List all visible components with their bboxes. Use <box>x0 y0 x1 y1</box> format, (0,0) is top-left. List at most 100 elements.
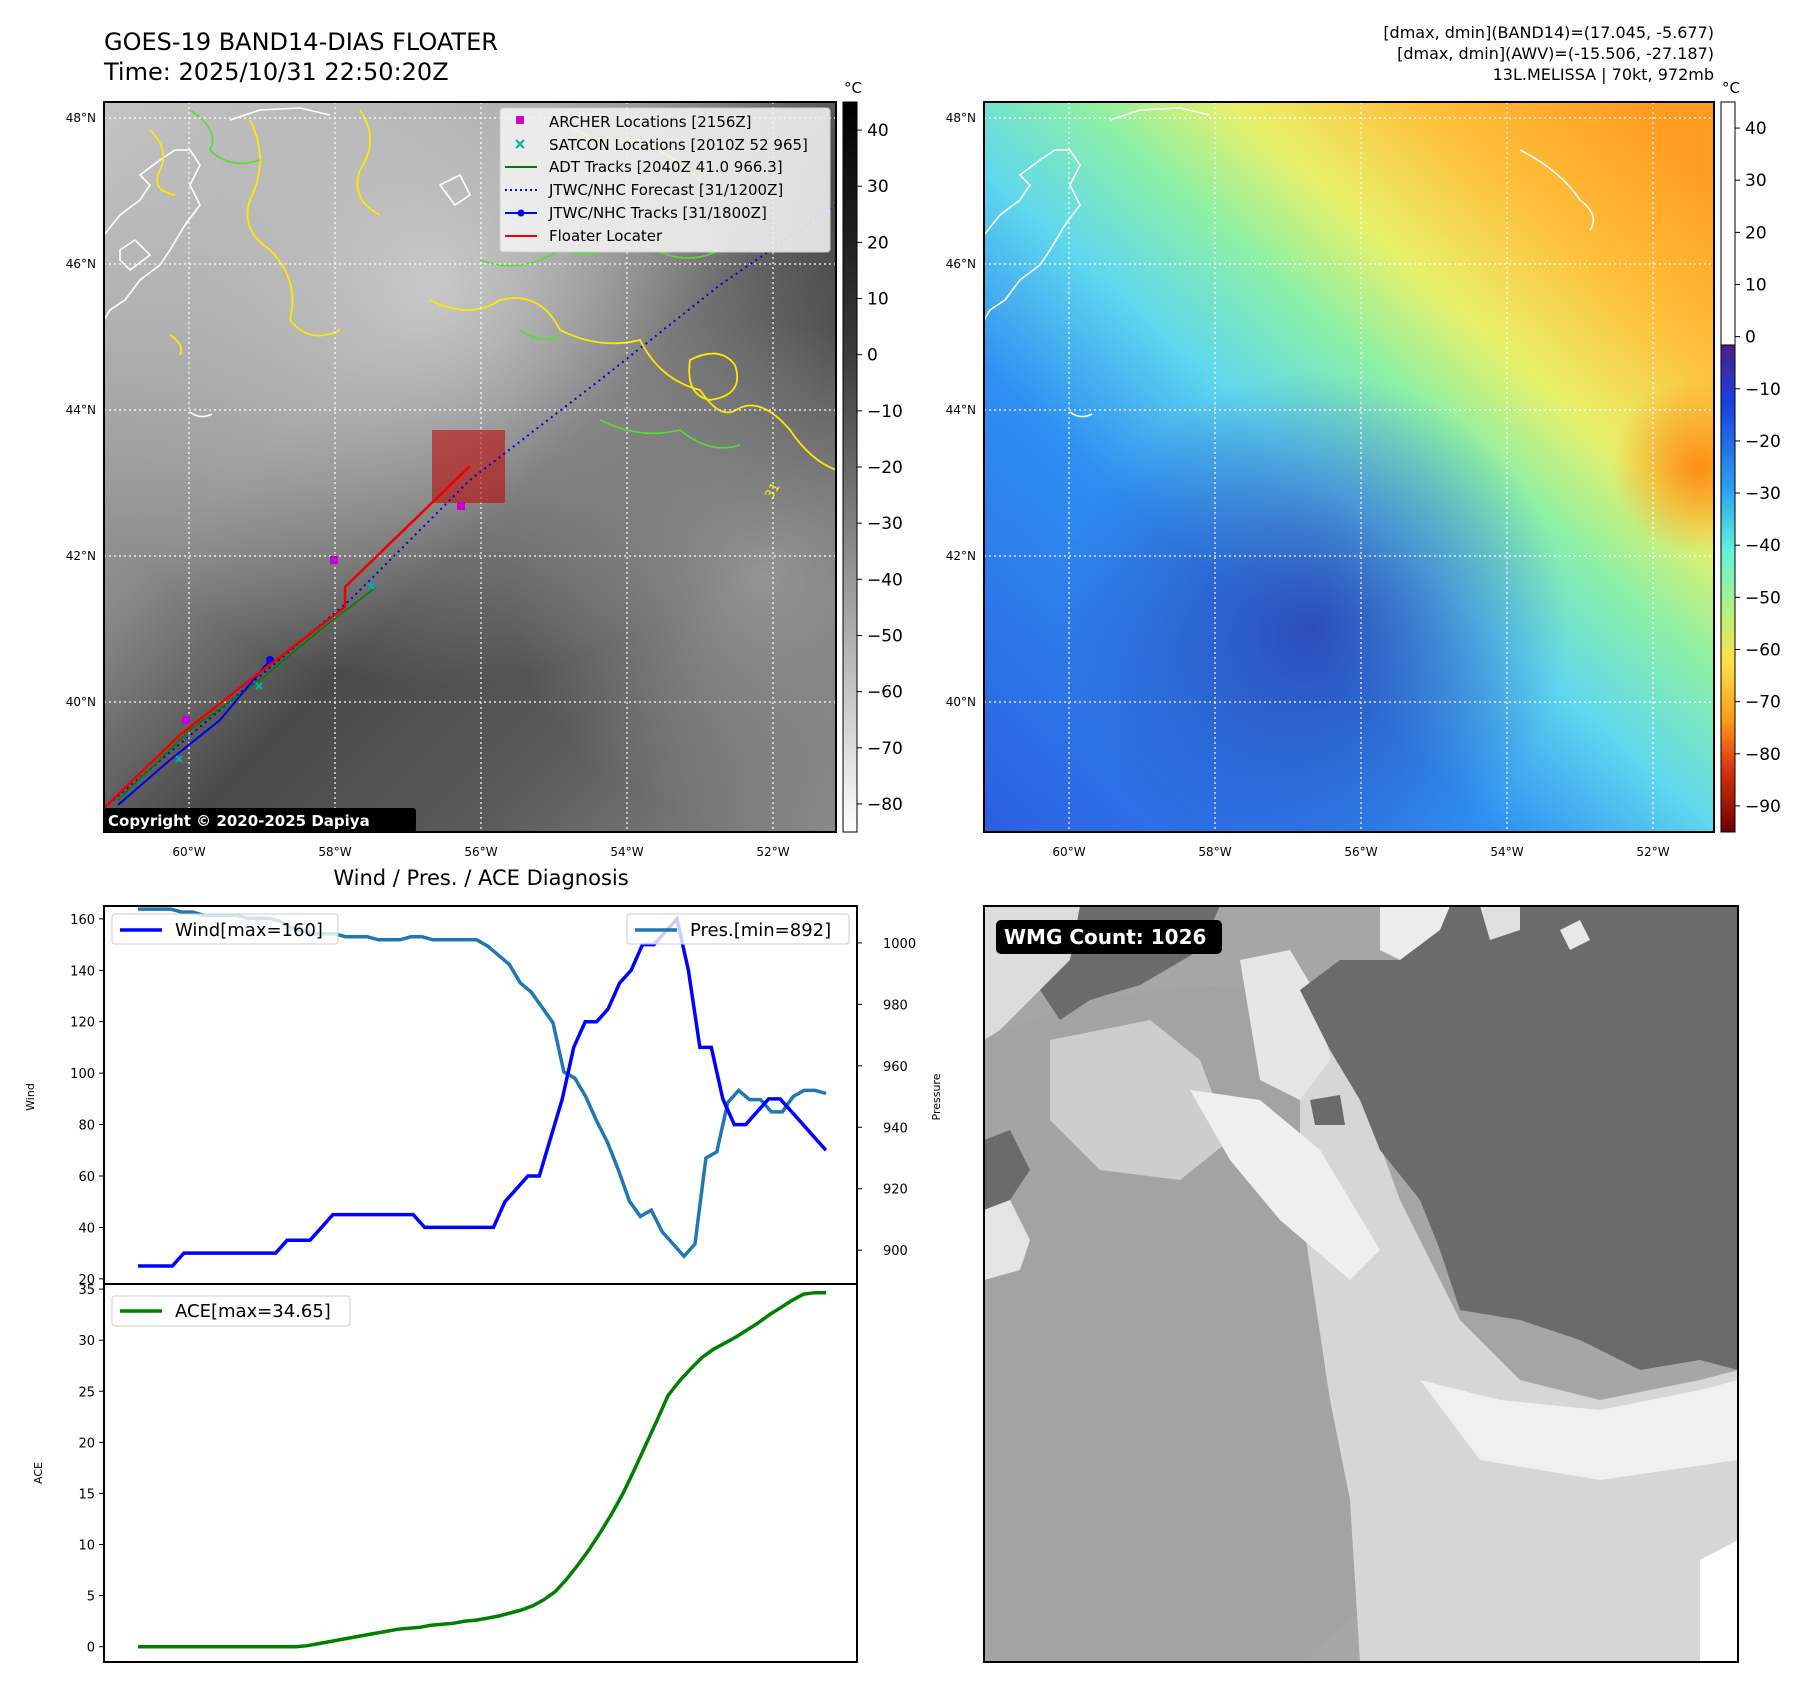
ir-colorbar-tick-label: 20 <box>867 233 889 253</box>
floater-locator <box>104 465 471 809</box>
figure-time: Time: 2025/10/31 22:50:20Z <box>103 58 449 86</box>
wind-axis-tick-label: 40 <box>78 1221 95 1236</box>
ace-ylabel: ACE <box>32 1462 45 1484</box>
wind-legend-label: Wind[max=160] <box>175 920 323 941</box>
ir-lat-label: 42°N <box>66 549 96 563</box>
pressure-legend-label: Pres.[min=892] <box>690 920 831 941</box>
ir-lon-label: 60°W <box>172 845 205 859</box>
info-awv: [dmax, dmin](AWV)=(-15.506, -27.187) <box>1397 44 1714 63</box>
ir-lon-label: 54°W <box>610 845 643 859</box>
wv-lon-label: 56°W <box>1344 845 1377 859</box>
info-storm: 13L.MELISSA | 70kt, 972mb <box>1493 65 1714 84</box>
ir-lat-label: 40°N <box>66 695 96 709</box>
pressure-axis-tick-label: 900 <box>883 1244 908 1259</box>
ir-lat-label: 46°N <box>66 257 96 271</box>
ir-colorbar-tick-label: −80 <box>867 795 903 815</box>
archer-marker <box>330 556 338 564</box>
ace-legend: ACE[max=34.65] <box>111 1295 351 1327</box>
ir-colorbar-tick-label: −40 <box>867 570 903 590</box>
legend-track-label: JTWC/NHC Tracks [31/1800Z] <box>548 204 767 222</box>
wind-legend: Wind[max=160] <box>111 913 339 945</box>
legend-floater-label: Floater Locater <box>549 227 663 245</box>
wind-axis-tick-label: 80 <box>78 1119 95 1134</box>
legend-satcon-icon <box>515 139 525 149</box>
wind-axis-tick-label: 20 <box>78 1273 95 1288</box>
wv-colorbar-tick-label: 40 <box>1745 119 1767 139</box>
legend-forecast-label: JTWC/NHC Forecast [31/1200Z] <box>548 181 783 199</box>
ir-colorbar-tick-label: −30 <box>867 514 903 534</box>
legend-archer-icon <box>516 116 524 124</box>
wv-map-panel: 48°N 46°N 44°N 42°N 40°N 60°W 58°W 56°W … <box>946 101 1715 859</box>
wv-lat-label: 44°N <box>946 403 976 417</box>
coastline <box>104 107 472 418</box>
ace-axis-tick-label: 35 <box>78 1283 95 1298</box>
wv-colorbar-tick-label: −70 <box>1745 693 1781 713</box>
wv-lon-label: 60°W <box>1052 845 1085 859</box>
wind-axis-tick-label: 100 <box>70 1067 95 1082</box>
pressure-axis-tick-label: 920 <box>883 1183 908 1198</box>
wv-lat-label: 46°N <box>946 257 976 271</box>
ir-colorbar-tick-label: −70 <box>867 739 903 759</box>
ir-colorbar: °C 40 30 20 10 0 −10 −20 −30 −40 −50 −60 −70 −80 <box>842 79 903 833</box>
wv-colorbar-tick-label: 20 <box>1745 223 1767 243</box>
wind-ylabel: Wind <box>24 1083 37 1111</box>
wmg-image <box>984 906 1738 1662</box>
wv-colorbar-tick-label: −90 <box>1745 797 1781 817</box>
wmg-panel: WMG Count: 1026 <box>983 905 1739 1663</box>
figure-title: GOES-19 BAND14-DIAS FLOATER <box>104 28 498 56</box>
wv-colorbar-tick-label: 10 <box>1745 276 1767 296</box>
wv-colorbar-tick-label: −20 <box>1745 432 1781 452</box>
wv-colorbar-tick-label: −50 <box>1745 588 1781 608</box>
wv-colorbar-tick-label: 30 <box>1745 171 1767 191</box>
ir-colorbar-unit: °C <box>844 79 862 97</box>
legend-adt-label: ADT Tracks [2040Z 41.0 966.3] <box>549 158 783 176</box>
contour-green <box>189 109 741 449</box>
pressure-axis-tick-label: 980 <box>883 998 908 1013</box>
wind-axis-tick-label: 160 <box>70 913 95 928</box>
ir-colorbar-tick-label: −20 <box>867 458 903 478</box>
contour-label: 31 <box>762 480 783 502</box>
wv-lat-label: 48°N <box>946 111 976 125</box>
ir-colorbar-tick-label: −10 <box>867 402 903 422</box>
ace-axis-tick-label: 25 <box>78 1385 95 1400</box>
wind-series <box>138 915 828 1268</box>
ir-legend: ARCHER Locations [2156Z] SATCON Location… <box>499 107 831 253</box>
wind-pressure-chart: 160 140 120 100 80 60 40 20 1000 980 960 940 920 900… <box>24 905 943 1288</box>
archer-markers <box>182 502 465 724</box>
ace-axis-tick-label: 5 <box>87 1590 95 1605</box>
wind-axis-tick-label: 120 <box>70 1016 95 1031</box>
archer-marker <box>182 716 190 724</box>
pressure-axis-tick-label: 960 <box>883 1060 908 1075</box>
adt-track <box>117 587 376 801</box>
pressure-legend: Pres.[min=892] <box>626 913 850 945</box>
jtwc-track <box>117 659 271 806</box>
ir-colorbar-tick-label: 0 <box>867 346 878 366</box>
ace-axis-tick-label: 0 <box>87 1641 95 1656</box>
ir-lon-label: 56°W <box>464 845 497 859</box>
wv-coastline <box>984 107 1595 418</box>
ace-axis-tick-label: 15 <box>78 1487 95 1502</box>
wv-colorbar-tick-label: 0 <box>1745 328 1756 348</box>
wind-axis-tick-label: 60 <box>78 1170 95 1185</box>
ace-axis-tick-label: 30 <box>78 1334 95 1349</box>
ir-lon-label: 58°W <box>318 845 351 859</box>
ir-colorbar-tick-label: −50 <box>867 626 903 646</box>
pressure-ylabel: Pressure <box>930 1073 943 1120</box>
ace-axis-tick-label: 20 <box>78 1436 95 1451</box>
wv-lon-label: 58°W <box>1198 845 1231 859</box>
wmg-count-text: WMG Count: 1026 <box>1004 925 1206 949</box>
wv-colorbar-tick-label: −40 <box>1745 536 1781 556</box>
wv-colorbar-unit: °C <box>1722 79 1740 97</box>
satcon-markers <box>175 582 375 763</box>
pressure-axis-tick-label: 1000 <box>883 937 916 952</box>
wind-axis-tick-label: 140 <box>70 964 95 979</box>
legend-archer-label: ARCHER Locations [2156Z] <box>549 113 752 131</box>
ace-legend-label: ACE[max=34.65] <box>175 1301 331 1322</box>
ir-map-panel: 31 <box>66 101 837 859</box>
ir-axis-labels: 48°N 46°N 44°N 42°N 40°N 60°W 58°W 56°W … <box>66 111 790 859</box>
wv-colorbar-tick-label: −60 <box>1745 641 1781 661</box>
satcon-marker <box>367 582 375 590</box>
wv-gridlines <box>984 102 1714 832</box>
wv-colorbar-tick-label: −80 <box>1745 745 1781 765</box>
